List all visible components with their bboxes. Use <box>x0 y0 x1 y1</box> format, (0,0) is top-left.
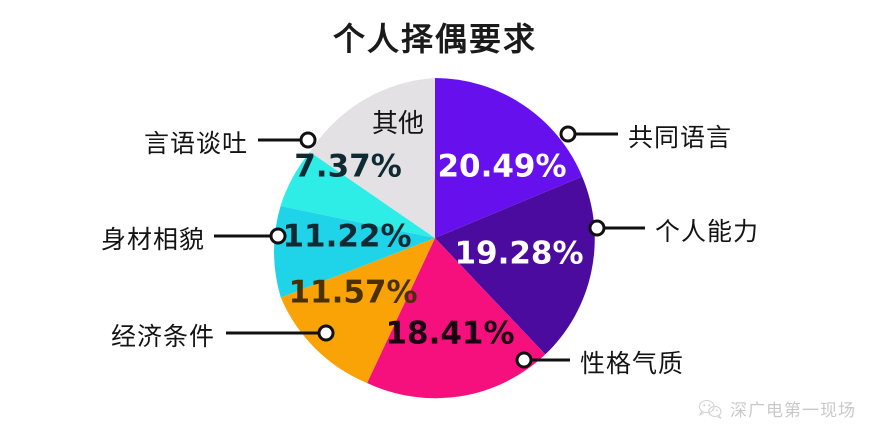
callout-label-personality[interactable]: 性格气质 <box>580 349 685 378</box>
pie-slice-经济条件[interactable] <box>280 238 435 383</box>
callout-label-economic-conditions[interactable]: 经济条件 <box>110 322 215 351</box>
leader-dot-身材相貌 <box>269 227 287 245</box>
slice-label-other: 其他 <box>372 109 425 139</box>
watermark-text: 深广电第一现场 <box>730 401 856 421</box>
value-label-言语谈吐: 7.37% <box>294 149 402 185</box>
pie-slices <box>273 78 595 399</box>
callout-label-personal-ability[interactable]: 个人能力 <box>655 217 760 246</box>
callout-label-speech-manner[interactable]: 言语谈吐 <box>143 129 248 158</box>
value-label-经济条件: 11.57% <box>288 275 417 311</box>
leader-dot-经济条件 <box>317 324 335 342</box>
pie-value-labels: 20.49% 19.28% 18.41% 11.57% 11.22% 7.37% <box>282 149 583 352</box>
callout-label-common-language[interactable]: 共同语言 <box>628 123 733 152</box>
leader-dot-共同语言 <box>559 125 577 143</box>
wechat-icon <box>698 399 722 419</box>
page-title: 个人择偶要求 <box>332 20 537 58</box>
pie-slice-言语谈吐[interactable] <box>280 151 435 238</box>
value-label-共同语言: 20.49% <box>437 149 566 185</box>
value-label-身材相貌: 11.22% <box>282 219 411 255</box>
pie-slice-身材相貌[interactable] <box>273 205 435 298</box>
value-label-个人能力: 19.28% <box>454 236 583 272</box>
leader-lines <box>214 125 645 369</box>
pie-slice-性格气质[interactable] <box>367 238 546 399</box>
value-label-性格气质: 18.41% <box>385 316 514 352</box>
watermark: 深广电第一现场 <box>697 396 856 421</box>
leader-dot-言语谈吐 <box>299 131 317 149</box>
leader-dot-个人能力 <box>588 219 606 237</box>
callout-label-appearance[interactable]: 身材相貌 <box>100 225 205 254</box>
pie-slice-共同语言[interactable] <box>435 78 583 238</box>
leader-dot-性格气质 <box>515 351 533 369</box>
pie-slice-个人能力[interactable] <box>435 176 595 355</box>
pie-slice-其他[interactable] <box>310 78 435 238</box>
